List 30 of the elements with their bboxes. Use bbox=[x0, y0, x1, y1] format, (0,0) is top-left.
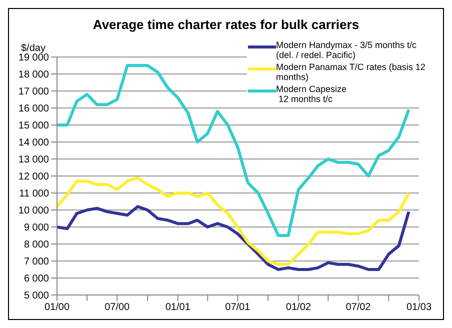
y-tick-label: 5 000 bbox=[24, 290, 50, 302]
x-tick-label: 07/02 bbox=[346, 302, 372, 314]
legend-label: Modern Capesize 12 months t/c bbox=[276, 84, 347, 104]
x-tick-label: 07/00 bbox=[104, 302, 130, 314]
y-tick-label: 18 000 bbox=[18, 70, 50, 81]
y-tick-label: 8 000 bbox=[24, 240, 50, 251]
y-tick-label: 13 000 bbox=[18, 154, 50, 166]
x-tick-label: 07/01 bbox=[225, 302, 251, 314]
y-tick-label: 12 000 bbox=[18, 172, 50, 183]
y-tick-label: 6 000 bbox=[24, 274, 50, 285]
y-tick-label: 14 000 bbox=[18, 138, 50, 149]
y-tick-label: 11 000 bbox=[19, 188, 50, 200]
line-series bbox=[57, 176, 410, 266]
x-tick-label: 01/02 bbox=[286, 302, 312, 314]
line-series bbox=[57, 64, 410, 237]
legend-label: Modern Handymax - 3/5 months t/c (del. / redel. Pacific) bbox=[276, 40, 418, 60]
y-axis-title: $/day bbox=[21, 43, 46, 54]
x-tick-label: 01/00 bbox=[44, 302, 70, 314]
x-tick-label: 01/03 bbox=[406, 302, 432, 314]
y-tick-label: 17 000 bbox=[18, 86, 50, 98]
legend-label: Modern Panamax T/C rates (basis 12 months) bbox=[276, 62, 426, 82]
y-tick-label: 15 000 bbox=[18, 120, 50, 132]
y-tick-label: 16 000 bbox=[18, 104, 50, 115]
y-tick-label: 10 000 bbox=[18, 206, 50, 217]
y-tick-label: 19 000 bbox=[18, 52, 50, 64]
chart-title: Average time charter rates for bulk carriers bbox=[92, 17, 360, 32]
y-tick-label: 7 000 bbox=[24, 256, 50, 268]
x-tick-label: 01/01 bbox=[165, 302, 191, 314]
y-tick-label: 9 000 bbox=[24, 222, 50, 234]
line-series bbox=[57, 205, 410, 271]
